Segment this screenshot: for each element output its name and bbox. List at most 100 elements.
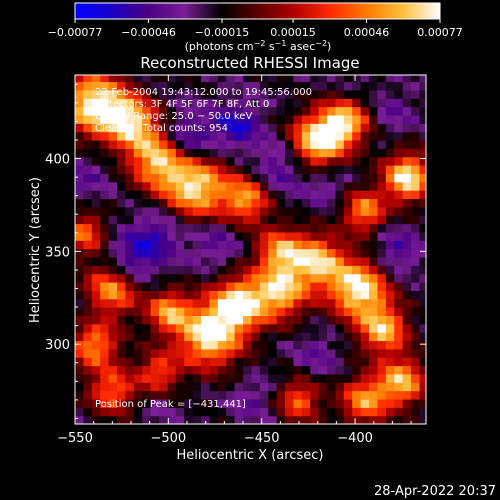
heatmap-cell (377, 307, 387, 316)
heatmap-cell (369, 181, 379, 191)
heatmap-cell (226, 190, 236, 200)
heatmap-cell (318, 240, 328, 250)
heatmap-cell (276, 323, 286, 333)
heatmap-cell (167, 307, 177, 316)
heatmap-cell (293, 265, 303, 275)
heatmap-cell (419, 340, 426, 350)
heatmap-cell (285, 206, 295, 216)
heatmap-cell (369, 390, 379, 400)
heatmap-cell (402, 123, 412, 133)
heatmap-cell (411, 390, 421, 400)
heatmap-cell (217, 98, 227, 108)
heatmap-cell (226, 165, 236, 174)
heatmap-cell (217, 348, 227, 358)
heatmap-cell (175, 290, 185, 300)
heatmap-cell (285, 156, 295, 166)
heatmap-cell (411, 89, 421, 99)
heatmap-cell (335, 340, 345, 350)
heatmap-cell (394, 248, 404, 258)
heatmap-cell (209, 173, 219, 183)
heatmap-cell (259, 198, 269, 208)
heatmap-cell (108, 173, 118, 183)
heatmap-cell (377, 198, 387, 208)
heatmap-cell (335, 348, 345, 358)
heatmap-cell (133, 139, 143, 149)
heatmap-cell (150, 415, 160, 424)
heatmap-cell (159, 415, 169, 424)
heatmap-cell (167, 281, 177, 291)
heatmap-cell (301, 398, 311, 408)
heatmap-cell (83, 173, 93, 183)
heatmap-cell (385, 373, 395, 383)
heatmap-cell (201, 390, 211, 400)
heatmap-cell (150, 382, 160, 392)
heatmap-cell (310, 139, 320, 149)
heatmap-cell (201, 81, 211, 91)
heatmap-cell (100, 198, 110, 208)
heatmap-cell (285, 240, 295, 250)
heatmap-cell (234, 114, 244, 124)
heatmap-cell (234, 240, 244, 250)
heatmap-cell (159, 139, 169, 149)
heatmap-cell (192, 382, 202, 392)
heatmap-cell (360, 248, 370, 258)
heatmap-cell (133, 332, 143, 342)
heatmap-cell (327, 156, 337, 166)
heatmap-cell (75, 407, 84, 417)
heatmap-cell (394, 148, 404, 158)
heatmap-cell (117, 131, 127, 141)
heatmap-cell (192, 98, 202, 108)
heatmap-cell (184, 332, 194, 342)
heatmap-cell (217, 407, 227, 417)
heatmap-cell (91, 332, 101, 342)
heatmap-cell (117, 382, 127, 392)
heatmap-cell (142, 75, 152, 83)
heatmap-cell (159, 148, 169, 158)
heatmap-cell (150, 407, 160, 417)
heatmap-cell (117, 215, 127, 225)
heatmap-cell (402, 165, 412, 174)
heatmap-cell (293, 273, 303, 283)
heatmap-cell (100, 206, 110, 216)
heatmap-cell (201, 281, 211, 291)
heatmap-cell (327, 81, 337, 91)
heatmap-cell (175, 240, 185, 250)
heatmap-cell (234, 290, 244, 300)
heatmap-cell (234, 131, 244, 141)
heatmap-cell (301, 240, 311, 250)
heatmap-cell (385, 357, 395, 367)
heatmap-cell (133, 223, 143, 233)
heatmap-cell (327, 407, 337, 417)
heatmap-cell (360, 365, 370, 375)
heatmap-cell (243, 114, 253, 124)
heatmap-cell (150, 89, 160, 99)
heatmap-cell (150, 123, 160, 133)
heatmap-cell (175, 382, 185, 392)
heatmap-cell (276, 215, 286, 225)
heatmap-cell (108, 114, 118, 124)
heatmap-cell (259, 382, 269, 392)
heatmap-cell (335, 139, 345, 149)
heatmap-cell (100, 231, 110, 241)
heatmap-cell (125, 123, 135, 133)
heatmap-cell (234, 265, 244, 275)
heatmap-cell (377, 323, 387, 333)
heatmap-cell (175, 281, 185, 291)
heatmap-cell (217, 390, 227, 400)
heatmap-cell (100, 307, 110, 316)
heatmap-cell (343, 89, 353, 99)
heatmap-cell (419, 323, 426, 333)
heatmap-cell (192, 407, 202, 417)
colorbar-tick-label: 0.00046 (344, 26, 390, 39)
heatmap-cell (243, 315, 253, 325)
heatmap-cell (100, 265, 110, 275)
heatmap-cell (369, 106, 379, 116)
heatmap-cell (360, 223, 370, 233)
heatmap-cell (159, 248, 169, 258)
heatmap-cell (377, 98, 387, 108)
heatmap-cell (150, 75, 160, 83)
heatmap-cell (385, 106, 395, 116)
heatmap-cell (125, 265, 135, 275)
heatmap-cell (369, 148, 379, 158)
heatmap-cell (293, 398, 303, 408)
